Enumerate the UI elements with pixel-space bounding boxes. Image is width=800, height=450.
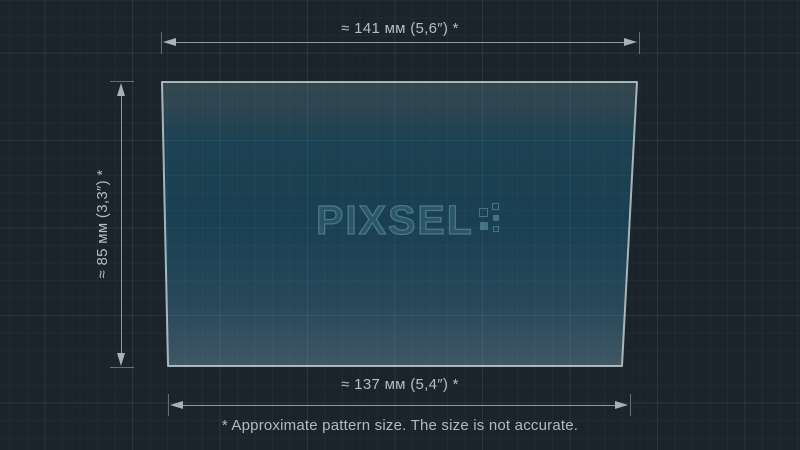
pixel-square	[492, 226, 499, 232]
left-dimension-label: ≈ 85 мм (3,3″) *	[94, 169, 111, 279]
dimension-line	[121, 92, 122, 356]
footnote: * Approximate pattern size. The size is …	[221, 417, 579, 434]
extension-tick	[639, 32, 640, 54]
pixel-square	[478, 208, 488, 217]
arrow-right-icon	[624, 38, 637, 46]
arrow-right-icon	[615, 401, 628, 409]
pixel-square	[479, 222, 488, 230]
extension-tick	[110, 367, 134, 368]
brand-watermark-text: PIXSEL	[315, 197, 474, 243]
extension-tick	[161, 32, 162, 54]
extension-tick	[168, 394, 169, 416]
dimension-line	[179, 405, 619, 406]
extension-tick	[630, 394, 631, 416]
arrow-up-icon	[117, 83, 125, 96]
pixel-square	[491, 203, 499, 210]
bottom-dimension-label: ≈ 137 мм (5,4″) *	[341, 376, 459, 393]
arrow-down-icon	[117, 353, 125, 366]
dimension-line	[172, 42, 628, 43]
protector-outline	[161, 81, 638, 367]
top-dimension-label: ≈ 141 мм (5,6″) *	[341, 20, 459, 37]
pixel-squares-icon	[478, 203, 505, 239]
arrow-left-icon	[163, 38, 176, 46]
pixel-square	[492, 215, 499, 221]
arrow-left-icon	[170, 401, 183, 409]
extension-tick	[110, 81, 134, 82]
brand-watermark: PIXSEL	[315, 197, 505, 243]
